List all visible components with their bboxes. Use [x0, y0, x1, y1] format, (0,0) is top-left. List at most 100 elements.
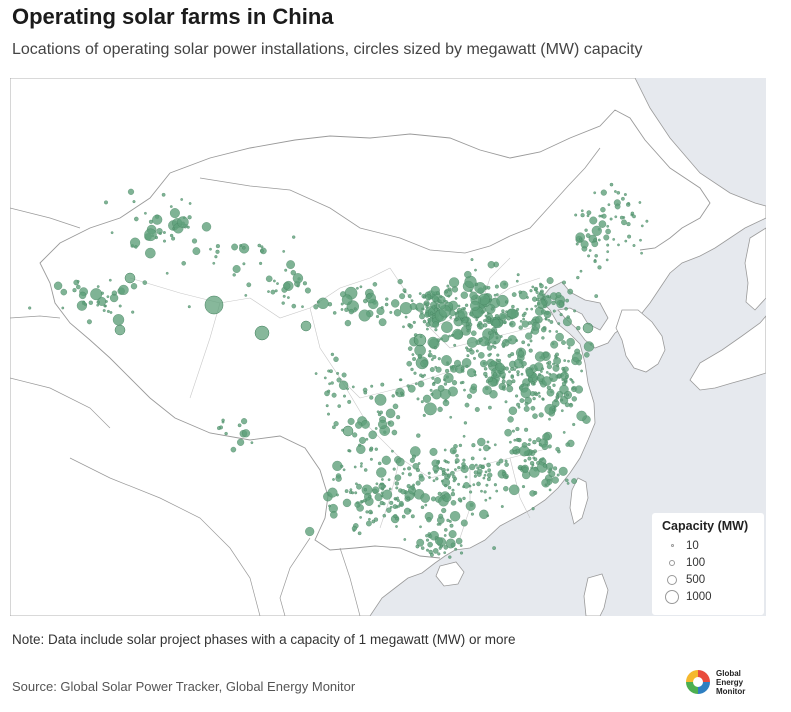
solar-farm-point	[475, 318, 479, 322]
solar-farm-point	[333, 356, 339, 362]
solar-farm-point	[416, 397, 420, 401]
solar-farm-point	[544, 483, 548, 487]
solar-farm-point	[603, 234, 610, 241]
solar-farm-point	[376, 410, 380, 414]
solar-farm-point	[392, 403, 399, 410]
solar-farm-point	[640, 251, 643, 255]
solar-farm-point	[483, 371, 488, 377]
page-title: Operating solar farms in China	[12, 4, 334, 29]
gem-logo[interactable]: Global Energy Monitor	[684, 668, 745, 696]
solar-farm-point	[313, 304, 319, 310]
solar-farm-point	[425, 538, 430, 542]
solar-farm-point	[412, 463, 420, 470]
solar-farm-point	[483, 319, 487, 323]
solar-farm-point	[505, 475, 509, 479]
solar-farm-point	[328, 382, 331, 386]
solar-farm-point	[532, 439, 537, 445]
solar-farm-point	[508, 406, 518, 415]
solar-farm-point	[450, 470, 455, 476]
solar-farm-point	[442, 399, 450, 407]
solar-farm-point	[378, 419, 388, 429]
solar-farm-point	[402, 288, 407, 293]
solar-farm-point	[509, 322, 513, 326]
solar-farm-point	[425, 305, 429, 309]
map-area[interactable]	[10, 78, 766, 616]
solar-farm-point	[317, 297, 329, 309]
solar-farm-point	[617, 243, 620, 247]
solar-farm-point	[478, 352, 485, 359]
solar-farm-point	[96, 303, 100, 307]
solar-farm-point	[616, 191, 621, 195]
solar-farm-point	[429, 388, 433, 392]
solar-farm-point	[506, 385, 514, 393]
solar-farm-point	[426, 548, 429, 552]
solar-farm-point	[525, 332, 533, 340]
solar-farm-point	[432, 321, 439, 328]
solar-farm-point	[496, 461, 501, 466]
solar-farm-point	[517, 437, 522, 443]
solar-farm-point	[131, 310, 135, 314]
solar-farm-point	[525, 368, 534, 377]
solar-farm-point	[480, 489, 483, 493]
solar-farm-point	[314, 372, 318, 375]
solar-farm-point	[494, 314, 500, 319]
solar-farm-point	[281, 301, 285, 305]
solar-farm-point	[425, 322, 431, 327]
solar-farm-point	[395, 525, 398, 528]
solar-farm-point	[356, 444, 366, 454]
solar-farm-point	[241, 418, 248, 425]
solar-farm-point	[344, 319, 352, 327]
solar-farm-point	[443, 382, 448, 386]
solar-farm-point	[552, 408, 555, 412]
solar-farm-point	[487, 468, 492, 473]
solar-farm-point	[424, 503, 428, 507]
solar-farm-point	[493, 483, 497, 487]
solar-farm-point	[593, 259, 597, 264]
solar-farm-point	[586, 210, 592, 216]
solar-farm-point	[328, 504, 331, 508]
solar-farm-point	[548, 417, 551, 421]
solar-farm-point	[565, 478, 569, 483]
solar-farm-point	[575, 242, 579, 246]
solar-farm-point	[431, 295, 439, 302]
solar-farm-point	[335, 475, 342, 482]
solar-farm-point	[444, 290, 448, 294]
solar-farm-point	[374, 447, 378, 451]
solar-farm-point	[134, 245, 138, 249]
solar-farm-point	[483, 490, 487, 494]
solar-farm-point	[546, 479, 553, 485]
solar-farm-point	[554, 398, 558, 403]
solar-farm-point	[380, 486, 384, 490]
solar-farm-point	[450, 542, 456, 548]
solar-farm-point	[516, 402, 521, 407]
solar-farm-point	[296, 284, 300, 288]
solar-farm-point	[523, 405, 530, 412]
solar-farm-point	[464, 402, 470, 408]
solar-farm-point	[632, 214, 636, 219]
solar-farm-point	[330, 352, 335, 357]
solar-farm-point	[597, 265, 602, 270]
china-solar-map[interactable]	[10, 78, 766, 616]
solar-farm-point	[449, 415, 453, 419]
solar-farm-point	[639, 238, 642, 242]
solar-farm-point	[558, 301, 564, 307]
solar-farm-point	[500, 505, 504, 508]
solar-farm-point	[437, 491, 442, 496]
solar-farm-point	[406, 484, 411, 489]
solar-farm-point	[541, 327, 547, 333]
solar-farm-point	[614, 190, 617, 193]
border-mongolia	[199, 147, 601, 254]
solar-farm-point	[60, 288, 68, 296]
solar-farm-point	[394, 474, 402, 481]
solar-farm-point	[342, 498, 352, 508]
solar-farm-point	[545, 371, 549, 374]
solar-farm-point	[449, 309, 456, 317]
land-mainland	[10, 78, 766, 616]
solar-farm-point	[567, 288, 574, 295]
solar-farm-point	[605, 228, 611, 235]
solar-farm-point	[509, 440, 512, 444]
solar-farm-point	[547, 360, 552, 365]
solar-farm-point	[483, 473, 487, 477]
solar-farm-point	[406, 496, 410, 501]
solar-farm-point	[356, 501, 360, 505]
